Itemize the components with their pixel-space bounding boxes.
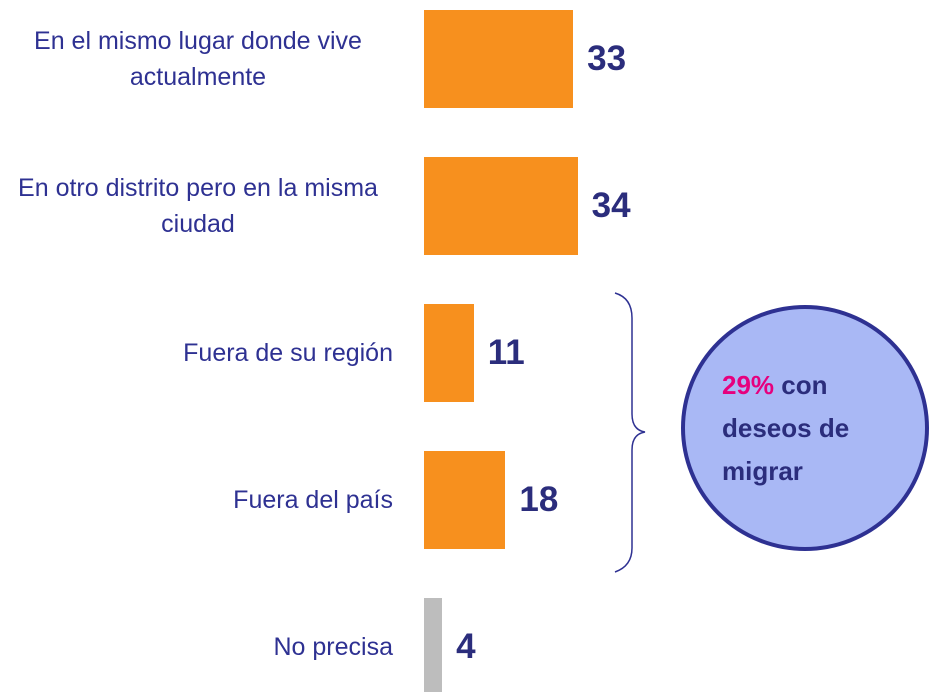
category-label: En el mismo lugar donde vive actualmente [3,23,393,95]
bubble [681,305,929,551]
bar [424,10,574,108]
brace [614,292,646,573]
bar [424,451,506,549]
value-label: 33 [587,39,627,78]
category-text: No precisa [273,633,394,661]
category-label: No precisa [3,629,394,665]
annotation-line: 29% con [722,370,828,400]
annotation-line: migrar [722,456,803,486]
category-text: Fuera de su región [183,339,393,367]
annotation-text: con [781,370,827,400]
annotation-highlight: 29% [722,370,774,400]
category-label: En otro distrito pero en la misma ciudad [3,170,393,242]
category-label: Fuera de su región [3,335,393,371]
value-label: 11 [487,333,525,372]
category-text: En otro distrito pero en la misma ciudad [18,174,378,238]
category-label: Fuera del país [3,482,393,518]
bar [424,157,578,255]
category-text: Fuera del país [233,486,393,514]
value-label: 18 [519,480,559,519]
bar [424,598,443,692]
value-label: 34 [591,186,631,225]
bar [424,304,474,402]
value-label: 4 [456,627,476,666]
annotation-line: deseos de [722,413,849,443]
category-text: En el mismo lugar donde vive actualmente [34,27,362,91]
